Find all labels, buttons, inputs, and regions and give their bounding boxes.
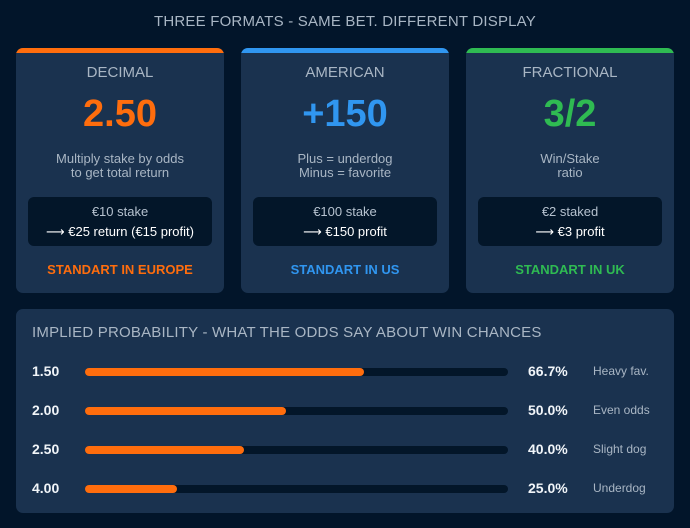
probability-row: 2.50 40.0% Slight dog: [16, 439, 674, 459]
probability-bar-track: [85, 446, 508, 454]
probability-label: Even odds: [593, 403, 650, 417]
probability-label: Heavy fav.: [593, 364, 649, 378]
example-result: ⟶ €25 return (€15 profit): [46, 224, 194, 239]
odds-value: 2.50: [83, 93, 157, 135]
odds-label: 2.50: [32, 441, 60, 457]
probability-bar-fill: [85, 446, 245, 454]
example-result: ⟶ €3 profit: [535, 224, 605, 239]
format-name: FRACTIONAL: [522, 64, 618, 81]
region-label: STANDART IN EUROPE: [47, 262, 193, 277]
example-result: ⟶ €150 profit: [303, 224, 387, 239]
odds-label: 1.50: [32, 363, 60, 379]
probability-row: 2.00 50.0% Even odds: [16, 400, 674, 420]
probability-row: 4.00 25.0% Underdog: [16, 478, 674, 498]
example-stake: €2 staked: [541, 204, 599, 219]
implied-probability-panel: IMPLIED PROBABILITY - WHAT THE ODDS SAY …: [16, 309, 674, 513]
example-stake: €10 stake: [91, 204, 149, 219]
probability-percent: 25.0%: [528, 480, 568, 496]
probability-percent: 66.7%: [528, 363, 568, 379]
example-box: €100 stake ⟶ €150 profit: [253, 197, 437, 246]
card-accent-bar: [241, 48, 449, 53]
description-line: Win/Stake: [540, 151, 600, 166]
probability-row: 1.50 66.7% Heavy fav.: [16, 361, 674, 381]
panel-title: IMPLIED PROBABILITY - WHAT THE ODDS SAY …: [32, 324, 542, 341]
odds-label: 4.00: [32, 480, 60, 496]
probability-bar-track: [85, 485, 508, 493]
description-line: to get total return: [70, 165, 170, 180]
region-label: STANDART IN UK: [515, 262, 625, 277]
page-title: THREE FORMATS - SAME BET. DIFFERENT DISP…: [154, 13, 536, 30]
probability-bar-fill: [85, 368, 365, 376]
probability-bar-track: [85, 407, 508, 415]
card-accent-bar: [466, 48, 674, 53]
probability-percent: 50.0%: [528, 402, 568, 418]
example-box: €2 staked ⟶ €3 profit: [478, 197, 662, 246]
odds-label: 2.00: [32, 402, 60, 418]
description-line: Minus = favorite: [298, 165, 392, 180]
format-name: DECIMAL: [86, 64, 154, 81]
probability-percent: 40.0%: [528, 441, 568, 457]
probability-bar-fill: [85, 485, 177, 493]
description-line: ratio: [557, 165, 583, 180]
card-fractional: FRACTIONAL 3/2 Win/Stake ratio €2 staked…: [466, 48, 674, 293]
description-line: Multiply stake by odds: [56, 151, 184, 166]
probability-bar-fill: [85, 407, 286, 415]
description-line: Plus = underdog: [297, 151, 393, 166]
probability-bar-track: [85, 368, 508, 376]
format-description: Multiply stake by odds to get total retu…: [16, 152, 224, 180]
card-accent-bar: [16, 48, 224, 53]
odds-value: 3/2: [543, 93, 597, 135]
region-label: STANDART IN US: [290, 262, 400, 277]
example-box: €10 stake ⟶ €25 return (€15 profit): [28, 197, 212, 246]
format-cards: DECIMAL 2.50 Multiply stake by odds to g…: [16, 48, 674, 293]
probability-label: Slight dog: [593, 442, 647, 456]
card-american: AMERICAN +150 Plus = underdog Minus = fa…: [241, 48, 449, 293]
format-description: Plus = underdog Minus = favorite: [241, 152, 449, 180]
odds-value: +150: [302, 93, 388, 135]
format-description: Win/Stake ratio: [466, 152, 674, 180]
probability-label: Underdog: [593, 481, 646, 495]
card-decimal: DECIMAL 2.50 Multiply stake by odds to g…: [16, 48, 224, 293]
example-stake: €100 stake: [313, 204, 377, 219]
format-name: AMERICAN: [305, 64, 385, 81]
